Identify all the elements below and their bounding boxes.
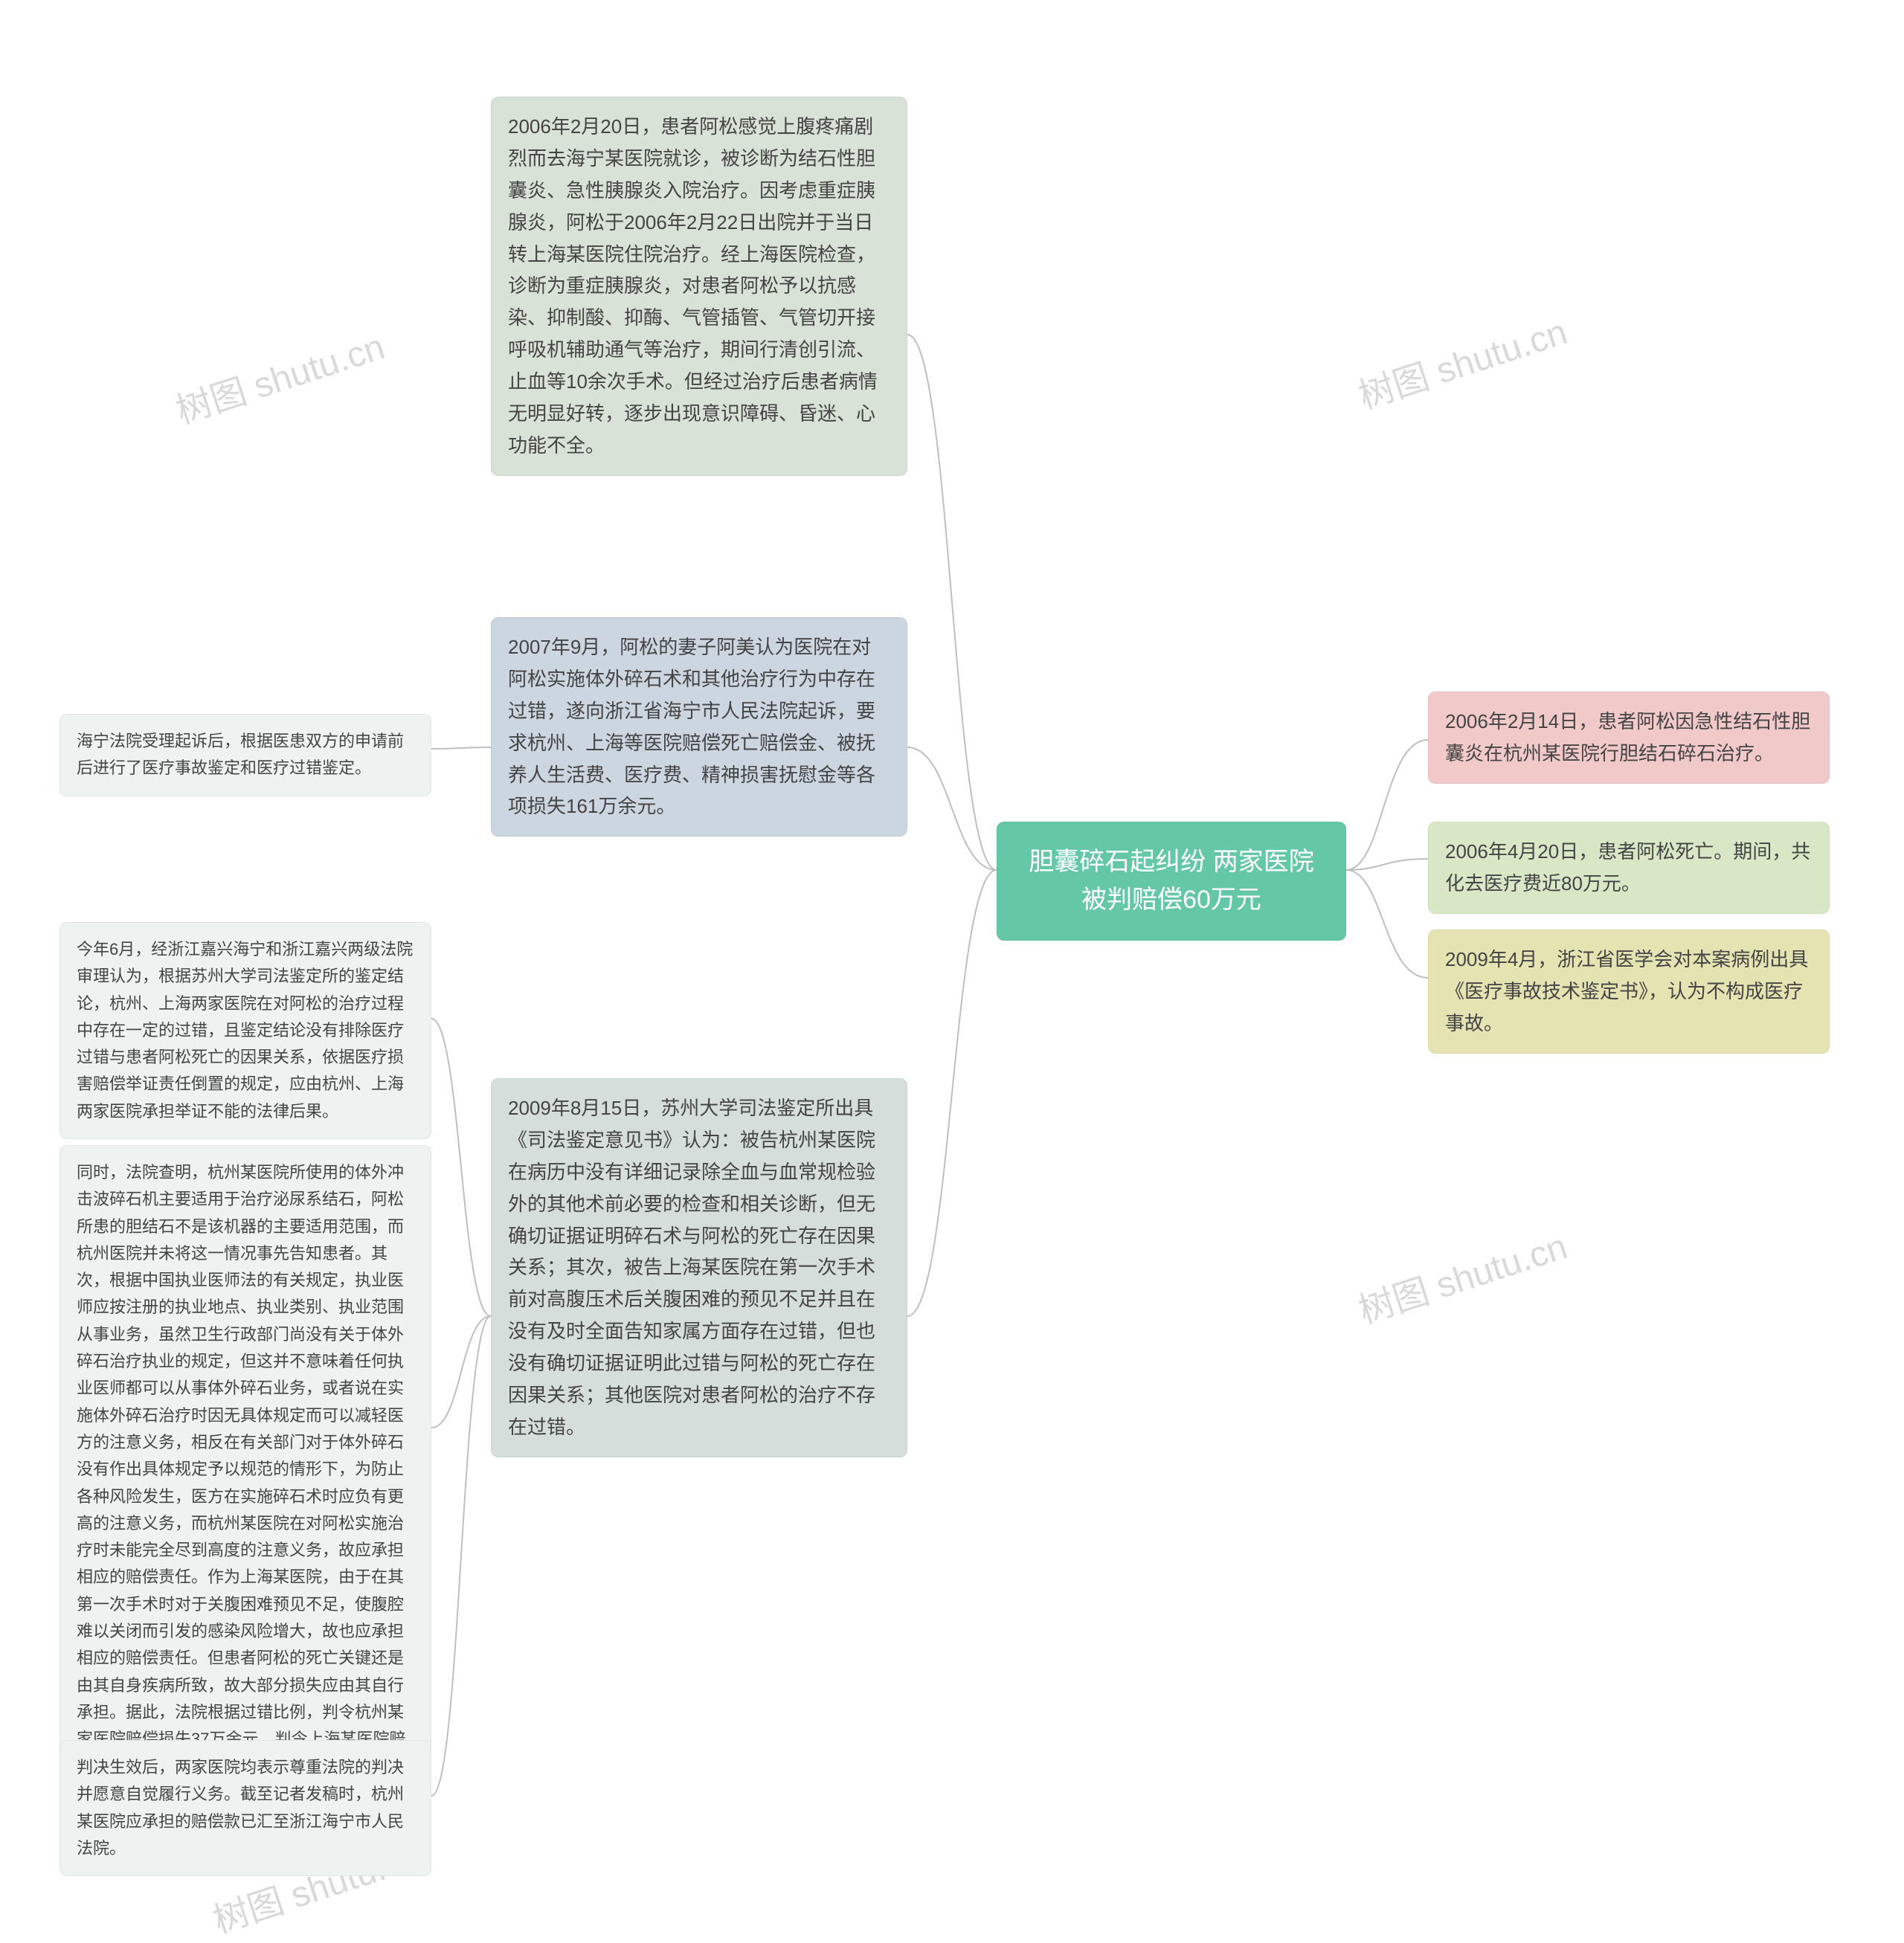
left-node-1[interactable]: 2006年2月20日，患者阿松感觉上腹疼痛剧烈而去海宁某医院就诊，被诊断为结石性… — [491, 97, 907, 476]
watermark: 树图 shutu.cn — [1351, 1217, 1572, 1333]
right-node-2[interactable]: 2006年4月20日，患者阿松死亡。期间，共化去医疗费近80万元。 — [1428, 822, 1830, 914]
left-node-2[interactable]: 2007年9月，阿松的妻子阿美认为医院在对阿松实施体外碎石术和其他治疗行为中存在… — [491, 617, 907, 837]
root-node[interactable]: 胆囊碎石起纠纷 两家医院被判赔偿60万元 — [997, 822, 1346, 941]
left-node-3-detail-2[interactable]: 同时，法院查明，杭州某医院所使用的体外冲击波碎石机主要适用于治疗泌尿系结石，阿松… — [60, 1145, 431, 1794]
right-node-3[interactable]: 2009年4月，浙江省医学会对本案病例出具《医疗事故技术鉴定书》，认为不构成医疗… — [1428, 929, 1830, 1054]
watermark: 树图 shutu.cn — [168, 318, 390, 434]
left-node-2-detail-1[interactable]: 海宁法院受理起诉后，根据医患双方的申请前后进行了医疗事故鉴定和医疗过错鉴定。 — [60, 714, 431, 796]
right-node-1[interactable]: 2006年2月14日，患者阿松因急性结石性胆囊炎在杭州某医院行胆结石碎石治疗。 — [1428, 692, 1830, 784]
left-node-3-detail-3[interactable]: 判决生效后，两家医院均表示尊重法院的判决并愿意自觉履行义务。截至记者发稿时，杭州… — [60, 1740, 431, 1876]
left-node-3[interactable]: 2009年8月15日，苏州大学司法鉴定所出具《司法鉴定意见书》认为：被告杭州某医… — [491, 1078, 907, 1457]
mindmap-canvas: 树图 shutu.cn 树图 shutu.cn 树图 shutu.cn 树图 s… — [0, 0, 1904, 1928]
left-node-3-detail-1[interactable]: 今年6月，经浙江嘉兴海宁和浙江嘉兴两级法院审理认为，根据苏州大学司法鉴定所的鉴定… — [60, 922, 431, 1139]
watermark: 树图 shutu.cn — [1351, 303, 1572, 419]
